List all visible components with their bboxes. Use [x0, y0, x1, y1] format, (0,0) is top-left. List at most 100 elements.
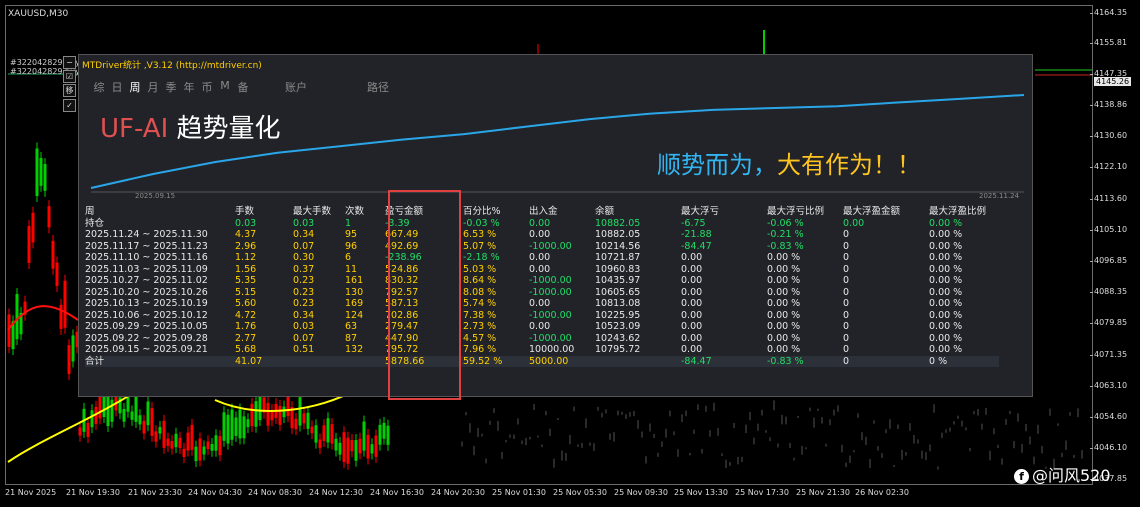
table-cell: -1000.00: [529, 332, 572, 344]
table-cell: 492.69: [385, 240, 419, 252]
table-cell: 0.00: [681, 332, 703, 344]
table-cell: 10000.00: [529, 344, 575, 355]
minimize-button[interactable]: −: [63, 56, 76, 69]
table-cell: 0: [843, 332, 850, 344]
time-axis: 21 Nov 2025 21 Nov 19:30 21 Nov 23:30 24 No…: [0, 485, 1094, 507]
time-tick: 24 Nov 12:30: [309, 488, 363, 497]
table-cell: 10243.62: [595, 332, 641, 344]
tab-5[interactable]: 年: [183, 81, 195, 94]
table-row: 2025.10.13 ~ 2025.10.19 5.60 0.23 169 587.13…: [85, 298, 999, 310]
check-button[interactable]: ✓: [63, 99, 76, 112]
table-cell: 0: [843, 321, 850, 332]
table-cell: 0: [843, 286, 850, 298]
order-label[interactable]: #322042829 buy: [10, 58, 80, 67]
end-date: 2025.11.24: [979, 192, 1020, 200]
table-cell: 10960.83: [595, 263, 641, 275]
table-cell: 盈亏金额: [385, 206, 424, 217]
table-cell: 0.00: [681, 263, 703, 275]
tab-8[interactable]: 备: [237, 81, 249, 94]
table-cell: 合计: [85, 355, 235, 367]
table-row: 2025.11.24 ~ 2025.11.30 4.37 0.34 95 667.49 6…: [85, 229, 999, 241]
move-button[interactable]: 移: [63, 84, 76, 97]
table-cell: 最大浮盈金额: [843, 206, 901, 217]
table-cell: 0: [843, 252, 850, 263]
price-tick: 4113.60: [1089, 194, 1128, 203]
slogan-part-b: 大有作为！！: [777, 151, 921, 179]
table-cell: 0.07: [293, 332, 315, 344]
table-cell: 10795.72: [595, 344, 641, 355]
table-cell: 0.03: [235, 217, 257, 229]
table-cell: 5.15: [235, 286, 257, 298]
table-cell: 0.00 %: [767, 309, 801, 321]
table-row: 2025.09.29 ~ 2025.10.05 1.76 0.03 63 279.47 2…: [85, 321, 999, 333]
order-label[interactable]: #322042829 buy: [10, 67, 80, 76]
table-header: 周 手数 最大手数 次数 盈亏金额 百分比% 出入金 余额 最大浮亏 最大浮亏比例 最大浮盈金额 最大…: [85, 206, 999, 218]
table-cell: 161: [345, 275, 364, 286]
tab-3[interactable]: 月: [147, 81, 159, 94]
time-tick: 24 Nov 04:30: [188, 488, 242, 497]
chart-area[interactable]: [5, 5, 1093, 485]
table-cell: -0.83 %: [767, 355, 843, 367]
tab-7[interactable]: M: [220, 79, 230, 92]
table-row: 2025.09.15 ~ 2025.09.21 5.68 0.51 132 795.72…: [85, 344, 999, 356]
table-cell: 周: [85, 206, 95, 217]
table-cell: 最大手数: [293, 206, 332, 217]
tab-1[interactable]: 日: [111, 81, 123, 94]
table-cell: 0.37: [293, 263, 315, 275]
table-cell: -1000.00: [529, 286, 572, 298]
time-tick: 21 Nov 19:30: [66, 488, 120, 497]
holding-row: 持仓 0.03 0.03 1 -3.39 -0.03 % 0.00 10882.05 -6.75…: [85, 218, 999, 230]
table-cell: 8.08 %: [463, 286, 497, 298]
table-cell: 4.37: [235, 229, 257, 240]
table-cell: -0.03 %: [463, 217, 500, 229]
table-row: 2025.11.10 ~ 2025.11.16 1.12 0.30 6 -238.96 -…: [85, 252, 999, 264]
table-cell: 0.00: [681, 252, 703, 263]
table-cell: 279.47: [385, 321, 419, 332]
table-cell: 10813.08: [595, 298, 641, 309]
price-tick: 4063.10: [1089, 381, 1128, 390]
table-cell: 132: [345, 344, 364, 355]
table-cell: 百分比%: [463, 206, 501, 217]
table-cell: 0: [843, 298, 850, 309]
table-cell: 0.00 %: [767, 263, 801, 275]
table-cell: 5.60: [235, 298, 257, 309]
table-cell: 0 %: [929, 355, 999, 367]
table-cell: 2.96: [235, 240, 257, 252]
table-cell: 0.00: [681, 275, 703, 286]
time-tick: 24 Nov 08:30: [248, 488, 302, 497]
time-tick: 26 Nov 02:30: [855, 488, 909, 497]
table-cell: 5.74 %: [463, 298, 497, 309]
table-cell: -1000.00: [529, 240, 572, 252]
price-tick: 4164.35: [1089, 8, 1128, 17]
tab-path[interactable]: 路径: [367, 81, 389, 94]
brand-title: UF-AI 趋势量化: [100, 108, 281, 145]
table-cell: 次数: [345, 206, 365, 217]
table-cell: 2025.10.06 ~ 2025.10.12: [85, 309, 208, 321]
table-cell: 5878.66: [385, 355, 463, 367]
table-cell: 10721.87: [595, 252, 641, 263]
tab-2[interactable]: 周: [129, 81, 141, 94]
table-cell: 4.57 %: [463, 332, 497, 344]
tab-account[interactable]: 账户: [285, 81, 307, 94]
tab-0[interactable]: 综: [93, 81, 105, 94]
table-cell: 0: [843, 355, 929, 367]
table-cell: 587.13: [385, 298, 419, 309]
table-cell: 524.86: [385, 263, 419, 275]
tab-4[interactable]: 季: [165, 81, 177, 94]
stats-panel: MTDriver统计 ,V3.12 (http://mtdriver.cn) 综…: [78, 54, 1033, 397]
table-cell: -21.88: [681, 229, 712, 240]
table-cell: 1: [345, 217, 352, 229]
table-cell: 10225.95: [595, 309, 641, 321]
table-cell: 2025.11.03 ~ 2025.11.09: [85, 263, 208, 275]
table-cell: 0.00 %: [929, 229, 963, 240]
checkbox-button[interactable]: ☑: [63, 70, 76, 83]
table-cell: 0.23: [293, 286, 315, 298]
table-cell: 795.72: [385, 344, 419, 355]
slogan-part-a: 顺势而为，: [657, 151, 777, 179]
table-cell: -0.21 %: [767, 229, 804, 240]
table-cell: 0.00 %: [767, 321, 801, 332]
tab-6[interactable]: 币: [201, 81, 213, 94]
table-cell: 2025.10.20 ~ 2025.10.26: [85, 286, 208, 298]
table-cell: 447.90: [385, 332, 419, 344]
table-cell: 59.52 %: [463, 355, 529, 367]
